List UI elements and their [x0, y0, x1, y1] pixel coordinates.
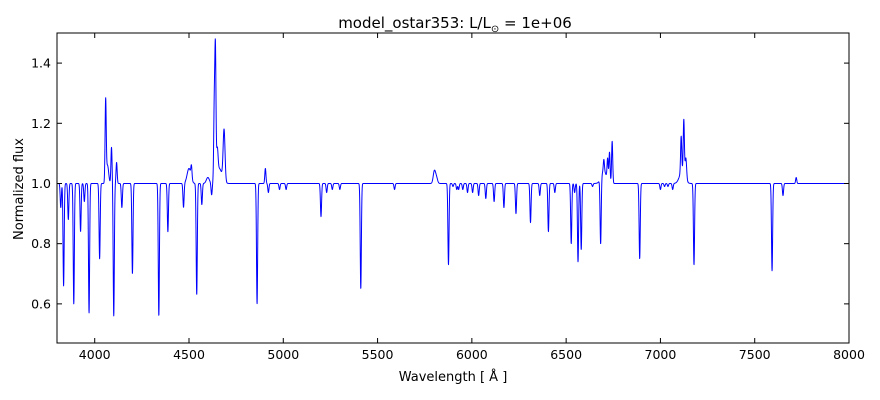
spectrum-line: [57, 38, 849, 317]
x-tick-label: 5500: [362, 347, 394, 362]
x-axis-label: Wavelength [ Å ]: [399, 369, 508, 385]
x-tick-label: 7000: [645, 347, 677, 362]
y-tick-label: 1.2: [31, 116, 51, 131]
y-tick-label: 1.0: [31, 176, 51, 191]
x-tick-label: 6000: [456, 347, 488, 362]
y-axis-label: Normalized flux: [12, 138, 27, 240]
x-tick-label: 6500: [550, 347, 582, 362]
x-tick-label: 7500: [739, 347, 771, 362]
plot-area: [56, 32, 850, 344]
x-tick-label: 8000: [833, 347, 865, 362]
x-tick-label: 4000: [79, 347, 111, 362]
x-axis: 4000 4500 5000 5500 6000 6500 7000 7500 8000: [79, 33, 865, 362]
y-tick-label: 1.4: [31, 56, 51, 71]
x-tick-label: 5000: [267, 347, 299, 362]
plot-frame: [56, 32, 850, 344]
y-tick-label: 0.8: [31, 236, 51, 251]
spectrum-series: [57, 38, 849, 317]
chart-title-main: model_ostar353: L/L: [338, 14, 491, 33]
chart-title: model_ostar353: L/L⊙ = 1e+06: [338, 14, 572, 35]
y-tick-label: 0.6: [31, 296, 51, 311]
chart-title-suffix: = 1e+06: [499, 14, 572, 32]
x-tick-label: 4500: [173, 347, 205, 362]
chart-title-subscript: ⊙: [491, 24, 499, 35]
y-axis: 0.6 0.8 1.0 1.2 1.4: [31, 56, 849, 311]
